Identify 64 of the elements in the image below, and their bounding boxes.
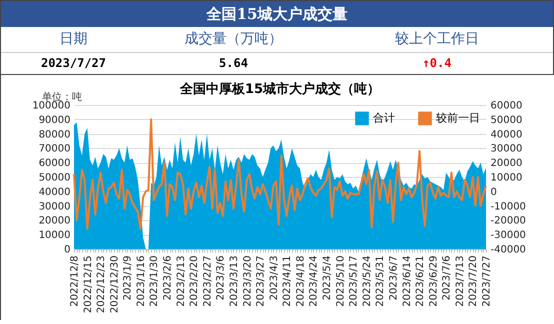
y2-tick-label: 0 [490, 186, 497, 198]
y2-tick-label: 40000 [490, 129, 522, 140]
x-tick-label: 2023/2/13 [176, 256, 187, 307]
x-tick-label: 2023/7/13 [454, 256, 466, 307]
x-tick-label: 2023/6/29 [428, 256, 440, 307]
x-tick-label: 2023/1/16 [136, 256, 147, 307]
x-tick-label: 2023/1/9 [122, 256, 134, 300]
x-tick-label: 2023/3/20 [242, 256, 254, 307]
y2-tick-label: 50000 [490, 114, 522, 126]
y2-tick-label: -30000 [490, 230, 526, 242]
y2-tick-label: 60000 [490, 100, 522, 112]
y2-tick-label: 20000 [490, 158, 522, 170]
y-tick-label: 70000 [38, 144, 70, 155]
text: 全国15城大户成交量 [1, 1, 553, 27]
chart-title: 全国中厚板15城市大户成交（吨） [178, 81, 380, 97]
y2-tick-label: -20000 [490, 216, 526, 227]
y-tick-label: 40000 [38, 186, 70, 198]
legend-label: 合计 [373, 111, 395, 124]
x-tick-label: 2023/4/11 [282, 256, 294, 307]
y2-tick-label: -40000 [490, 244, 526, 256]
x-tick-label: 2023/5/4 [322, 256, 334, 300]
x-tick-label: 2022/12/8 [70, 256, 80, 307]
text: ↑0.4 [422, 55, 452, 72]
x-tick-label: 2023/2/20 [189, 256, 200, 307]
x-tick-label: 2023/1/30 [149, 256, 160, 307]
text: 日期 [58, 30, 88, 49]
y2-tick-label: 10000 [490, 172, 522, 184]
x-tick-label: 2023/2/27 [202, 256, 214, 307]
y-tick-label: 30000 [38, 201, 70, 212]
legend-label: 较前一日 [436, 111, 480, 124]
text: 成交量（万吨） [184, 30, 284, 49]
x-tick-label: 2023/4/24 [308, 256, 320, 307]
x-tick-label: 2023/7/20 [468, 256, 480, 307]
y-tick-label: 20000 [38, 216, 70, 227]
x-tick-label: 2022/12/30 [109, 256, 120, 314]
x-tick-label: 2023/5/10 [335, 256, 346, 307]
y-tick-label: 10000 [38, 230, 70, 242]
text: 2023/7/27 [40, 55, 108, 72]
y-tick-label: 100000 [32, 100, 70, 112]
x-tick-label: 2022/12/23 [96, 256, 108, 314]
x-tick-label: 2023/5/17 [348, 256, 360, 307]
x-tick-label: 2023/6/7 [388, 256, 400, 300]
x-tick-label: 2023/3/13 [228, 256, 240, 307]
x-tick-label: 2023/7/27 [482, 256, 492, 307]
x-tick-label: 2022/12/15 [82, 256, 94, 314]
y-tick-label: 80000 [38, 129, 70, 140]
y2-tick-label: -10000 [490, 201, 526, 212]
x-tick-label: 2023/2/6 [162, 256, 174, 300]
x-tick-label: 2023/4/18 [295, 256, 306, 307]
text: 5.64 [218, 55, 249, 72]
text: 较上个工作日 [394, 30, 480, 49]
y-tick-label: 50000 [38, 172, 70, 184]
y-tick-label: 90000 [38, 114, 70, 126]
x-tick-label: 2023/7/6 [442, 256, 453, 300]
y-tick-label: 60000 [38, 158, 70, 170]
x-tick-label: 2023/4/3 [268, 256, 280, 300]
x-tick-label: 2023/3/27 [256, 256, 267, 307]
y2-tick-label: 30000 [490, 144, 522, 155]
x-tick-label: 2023/3/6 [216, 256, 227, 300]
x-tick-label: 2023/6/21 [415, 256, 426, 307]
x-tick-label: 2023/5/24 [362, 256, 373, 307]
x-tick-label: 2023/6/14 [402, 256, 413, 307]
y-tick-label: 0 [64, 244, 70, 256]
x-tick-label: 2023/5/31 [375, 256, 386, 307]
